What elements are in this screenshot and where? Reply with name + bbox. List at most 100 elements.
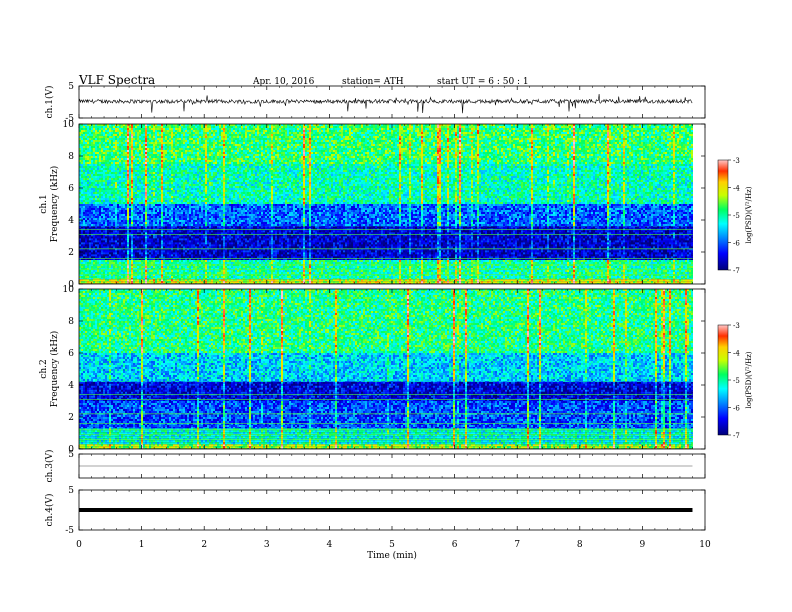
ch1-spectrogram-cell	[313, 270, 315, 272]
ch1-spectrogram-cell	[471, 262, 473, 264]
ch1-spectrogram-cell	[299, 281, 301, 283]
ch1-spectrogram-cell	[91, 260, 93, 262]
ch1-spectrogram-cell	[205, 266, 207, 268]
ch1-spectrogram-cell	[427, 279, 429, 281]
ch1-spectrogram-cell	[291, 262, 293, 264]
ch1-spectrogram-cell	[629, 260, 631, 262]
ch1-spectrogram-cell	[503, 260, 505, 262]
ch1-spectrogram-cell	[421, 266, 423, 268]
ch1-spectrogram-cell	[175, 266, 177, 268]
ch1-spectrogram-cell	[209, 281, 211, 283]
ch1-spectrogram-cell	[501, 266, 503, 268]
ch1-spectrogram-cell	[455, 260, 457, 262]
ch1-spectrogram-cell	[497, 270, 499, 272]
ch1-spectrogram-cell	[335, 266, 337, 268]
ch1-spectrogram-cell	[581, 270, 583, 272]
ch1-spectrogram-cell	[385, 281, 387, 283]
ch1-spectrogram-cell	[681, 262, 683, 264]
ch1-spectrogram-cell	[189, 260, 191, 262]
ch1-spectrogram-cell	[247, 279, 249, 281]
ch1-spectrogram-cell	[231, 270, 233, 272]
ch1-spectrogram-cell	[255, 281, 257, 283]
ch1-spectrogram-cell	[125, 270, 127, 272]
ch1-spectrogram-cell	[265, 270, 267, 272]
ch1-spectrogram-cell	[537, 270, 539, 272]
ch1-spectrogram-cell	[627, 281, 629, 283]
ch1-spectrogram-cell	[589, 281, 591, 283]
ch1-spectrogram-cell	[575, 281, 577, 283]
ch1-spectrogram-cell	[545, 262, 547, 264]
ch1-spectrogram-cell	[397, 272, 399, 274]
ch1-spectrogram-cell	[359, 260, 361, 262]
ch1-spectrogram-cell	[181, 272, 183, 274]
ch1-spectrogram-cell	[563, 262, 565, 264]
ch1-spectrogram-cell	[395, 272, 397, 274]
ch1-spectrogram-cell	[135, 260, 137, 262]
ch1-spectrogram-cell	[323, 266, 325, 268]
ch1-spectrogram-cell	[285, 266, 287, 268]
ch1-spectrogram-cell	[413, 279, 415, 281]
ch1-spectrogram-cell	[123, 262, 125, 264]
ch1-spectrogram-cell	[577, 272, 579, 274]
ch1-spectrogram-cell	[269, 279, 271, 281]
ch1-spectrogram-cell	[371, 260, 373, 262]
ch1-spectrogram-cell	[305, 272, 307, 274]
ch1-spectrogram-cell	[563, 266, 565, 268]
ch1-spectrogram-cell	[207, 281, 209, 283]
ch1-spectrogram-cell	[413, 266, 415, 268]
ch1-spectrogram-cell	[323, 279, 325, 281]
ch1-spectrogram-cell	[689, 270, 691, 272]
ch1-spectrogram-cell	[309, 281, 311, 283]
ch1-spectrogram-cell	[549, 281, 551, 283]
ch1-spectrogram-cell	[385, 279, 387, 281]
ch1-spectrogram-cell	[687, 262, 689, 264]
ch1-spectrogram-cell	[351, 260, 353, 262]
ch1-spectrogram-cell	[173, 279, 175, 281]
ch1-spectrogram-cell	[327, 270, 329, 272]
ch1-spectrogram-cell	[279, 272, 281, 274]
ch1-spectrogram-cell	[289, 270, 291, 272]
ch1-spectrogram-cell	[641, 262, 643, 264]
ch1-spectrogram-cell	[237, 266, 239, 268]
ch1-spectrogram-cell	[505, 266, 507, 268]
ch1-spectrogram-cell	[627, 266, 629, 268]
ch1-spectrogram-cell	[293, 281, 295, 283]
ch1-spectrogram-cell	[527, 260, 529, 262]
ch1-spectrogram-cell	[557, 272, 559, 274]
ch1-spectrogram-cell	[673, 266, 675, 268]
ch1-spectrogram-cell	[625, 260, 627, 262]
ch1-spectrogram-cell	[137, 262, 139, 264]
ch1-spectrogram-cell	[615, 272, 617, 274]
ch1-spectrogram-cell	[447, 279, 449, 281]
ch1-spectrogram-cell	[671, 262, 673, 264]
ch1-spectrogram-cell	[467, 260, 469, 262]
ch1-spectrogram-cell	[273, 279, 275, 281]
ch1-spectrogram-cell	[127, 281, 129, 283]
ch1-spectrogram-cell	[505, 260, 507, 262]
ch1-spectrogram-cell	[169, 266, 171, 268]
ch1-spectrogram-cell	[387, 272, 389, 274]
ch1-spectrogram-cell	[309, 272, 311, 274]
ch1-spectrogram-cell	[429, 266, 431, 268]
ch1-spectrogram-cell	[297, 272, 299, 274]
ch1-spectrogram-cell	[671, 266, 673, 268]
ch1-spectrogram-cell	[609, 266, 611, 268]
ch1-spectrogram-cell	[367, 262, 369, 264]
ch1-spectrogram-cell	[539, 279, 541, 281]
ch1-spectrogram-cell	[363, 260, 365, 262]
ch1-spectrogram-cell	[473, 262, 475, 264]
ch1-spectrogram-cell	[501, 262, 503, 264]
ch1-spectrogram-cell	[657, 281, 659, 283]
ch1-spectrogram-cell	[479, 279, 481, 281]
ch1-spectrogram-cell	[339, 270, 341, 272]
ch1-spectrogram-cell	[89, 272, 91, 274]
ch1-spectrogram-cell	[373, 260, 375, 262]
ch1-spectrogram-cell	[217, 260, 219, 262]
ch1-spectrogram-cell	[679, 262, 681, 264]
ch1-spectrogram-cell	[225, 281, 227, 283]
ch1-spectrogram-cell	[307, 279, 309, 281]
ch1-spectrogram-cell	[117, 270, 119, 272]
ch1-spectrogram-cell	[631, 266, 633, 268]
ch1-spectrogram-cell	[579, 266, 581, 268]
ch1-spectrogram-cell	[345, 279, 347, 281]
